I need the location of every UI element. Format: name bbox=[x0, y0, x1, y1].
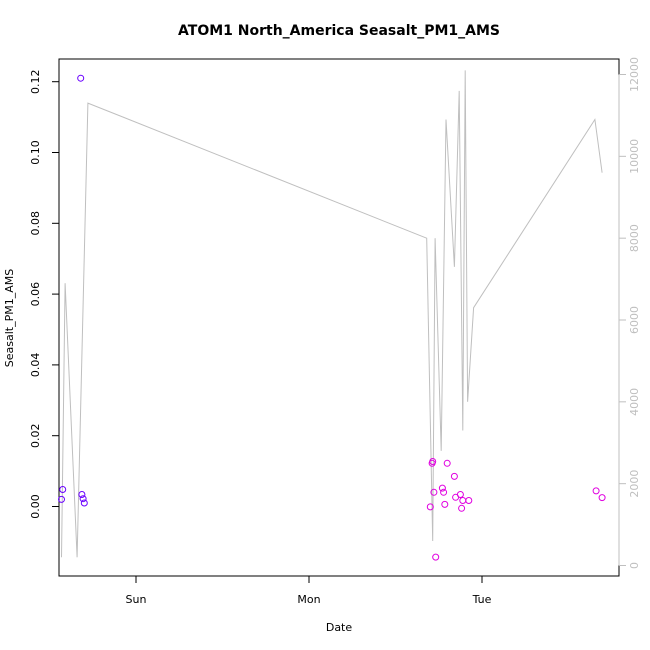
data-point bbox=[80, 499, 88, 507]
x-tick-label: Mon bbox=[297, 593, 320, 606]
y-axis: 0.00 0.02 0.04 0.06 0.08 0.10 0.12 bbox=[29, 69, 60, 519]
y-tick-label: 0.06 bbox=[29, 282, 42, 307]
data-point bbox=[450, 472, 458, 480]
altitude-line bbox=[61, 70, 603, 558]
y2-tick-label: 6000 bbox=[628, 306, 641, 334]
y-tick-label: 0.04 bbox=[29, 353, 42, 378]
y-tick-label: 0.02 bbox=[29, 423, 42, 448]
data-point bbox=[58, 495, 65, 503]
x-axis-label: Date bbox=[326, 621, 353, 634]
data-point bbox=[426, 503, 434, 511]
y-tick-label: 0.10 bbox=[29, 140, 42, 165]
data-point bbox=[430, 488, 438, 496]
x-tick-label: Sun bbox=[126, 593, 147, 606]
y2-axis: 0 2000 4000 6000 8000 10000 12000 bbox=[618, 57, 641, 569]
data-point bbox=[592, 487, 600, 495]
data-point bbox=[59, 486, 67, 493]
y2-tick-label: 0 bbox=[628, 562, 641, 569]
data-point bbox=[77, 74, 85, 82]
plot-box bbox=[58, 58, 620, 577]
y-tick-label: 0.12 bbox=[29, 69, 42, 94]
data-point bbox=[443, 459, 451, 467]
y2-tick-label: 10000 bbox=[628, 139, 641, 174]
data-point bbox=[429, 458, 437, 465]
data-point bbox=[598, 494, 606, 502]
data-point bbox=[438, 484, 446, 492]
chart-title: ATOM1 North_America Seasalt_PM1_AMS bbox=[178, 23, 500, 39]
y2-tick-label: 2000 bbox=[628, 470, 641, 498]
y-tick-label: 0.08 bbox=[29, 211, 42, 236]
x-axis: Sun Mon Tue bbox=[126, 575, 492, 606]
data-point bbox=[458, 504, 466, 512]
y2-tick-label: 8000 bbox=[628, 224, 641, 252]
altitude-line-layer bbox=[61, 70, 603, 558]
data-point bbox=[432, 553, 440, 561]
y-axis-label: Seasalt_PM1_AMS bbox=[3, 269, 16, 367]
data-point bbox=[78, 491, 86, 498]
data-point bbox=[456, 491, 464, 498]
data-point bbox=[459, 497, 467, 504]
y-tick-label: 0.00 bbox=[29, 494, 42, 519]
data-point bbox=[465, 497, 473, 504]
y2-tick-label: 4000 bbox=[628, 388, 641, 416]
points-layer bbox=[58, 74, 606, 561]
data-point bbox=[79, 495, 87, 503]
y2-tick-label: 12000 bbox=[628, 57, 641, 92]
data-point bbox=[441, 500, 449, 508]
data-point bbox=[440, 488, 448, 496]
x-tick-label: Tue bbox=[472, 593, 492, 606]
